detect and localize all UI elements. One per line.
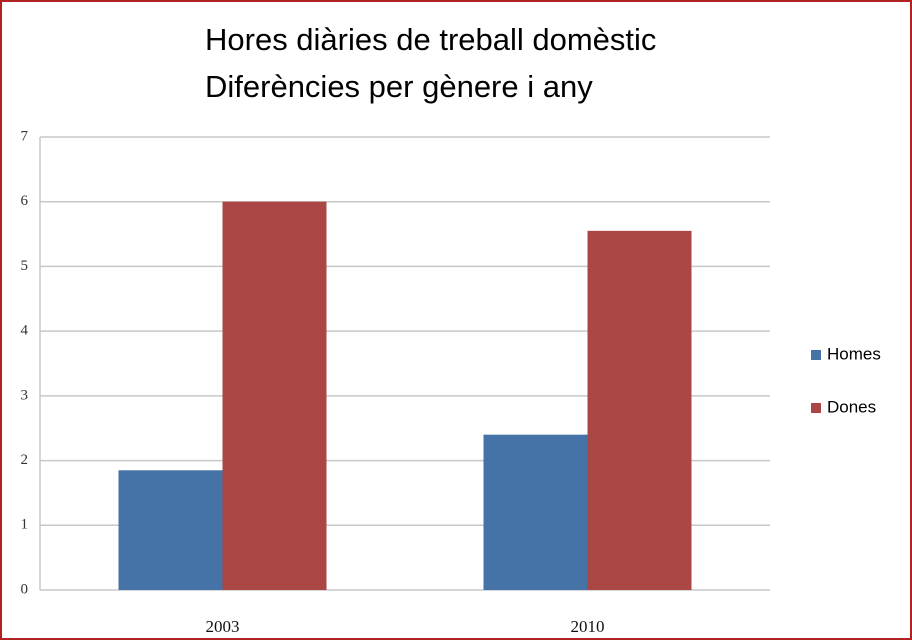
- x-tick-label: 2003: [206, 617, 240, 636]
- y-tick-label: 4: [21, 323, 29, 339]
- bar: [222, 201, 327, 590]
- bar: [483, 434, 588, 590]
- legend-swatch: [811, 403, 821, 413]
- chart-title: Hores diàries de treball domèstic: [205, 22, 656, 57]
- y-tick-label: 5: [21, 258, 29, 274]
- legend-label: Dones: [827, 397, 876, 416]
- y-tick-label: 6: [21, 193, 29, 209]
- y-tick-label: 2: [21, 452, 29, 468]
- y-tick-label: 1: [21, 517, 29, 533]
- x-tick-label: 2010: [571, 617, 605, 636]
- legend-swatch: [811, 350, 821, 360]
- legend-label: Homes: [827, 344, 881, 363]
- y-tick-label: 3: [21, 387, 29, 403]
- bar: [587, 230, 692, 591]
- bar: [118, 470, 223, 590]
- chart-subtitle: Diferències per gènere i any: [205, 69, 593, 104]
- y-tick-label: 7: [21, 128, 29, 144]
- y-tick-label: 0: [21, 581, 29, 597]
